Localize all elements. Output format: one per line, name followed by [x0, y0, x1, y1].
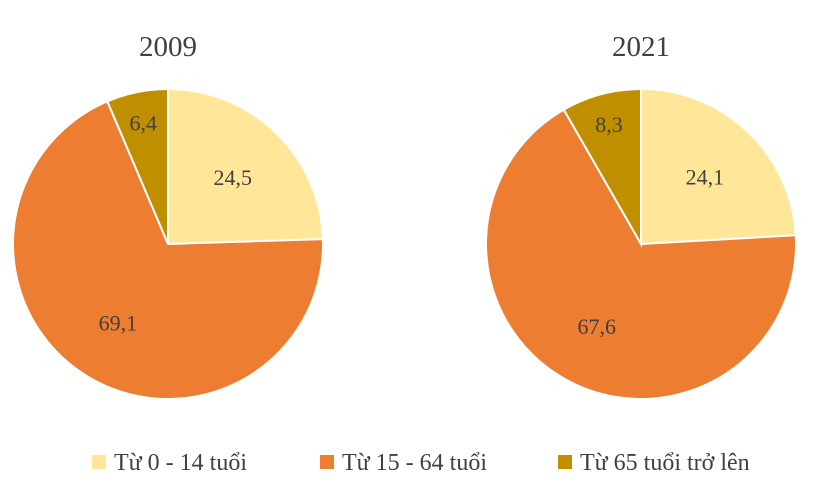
legend-swatch-1 — [320, 455, 334, 469]
legend-swatch-2 — [558, 455, 572, 469]
chart-title-2009: 2009 — [139, 31, 197, 63]
pie-slice-2021-0 — [640, 87, 797, 246]
legend-swatch-0 — [92, 455, 106, 469]
pie-slice-2021-1 — [485, 108, 797, 400]
data-label-2009-2: 6,4 — [129, 110, 157, 135]
pie-slice-2009-0 — [167, 87, 324, 246]
chart-title-2021: 2021 — [612, 31, 670, 63]
legend-label-2: Từ 65 tuổi trở lên — [580, 450, 750, 476]
data-label-2021-0: 24,1 — [686, 164, 725, 189]
data-label-2021-1: 67,6 — [577, 314, 616, 339]
data-label-2021-2: 8,3 — [595, 112, 623, 137]
data-label-2009-1: 69,1 — [99, 310, 138, 335]
legend-label-1: Từ 15 - 64 tuổi — [342, 450, 487, 476]
legend-label-0: Từ 0 - 14 tuổi — [114, 450, 247, 476]
pie-slice-2021-2 — [562, 87, 642, 248]
legend: Từ 0 - 14 tuổi Từ 15 - 64 tuổi Từ 65 tuổi … — [92, 450, 750, 476]
data-label-2009-0: 24,5 — [213, 165, 252, 190]
pie-slice-2009-2 — [106, 87, 169, 245]
pie-slice-2009-1 — [12, 100, 324, 400]
